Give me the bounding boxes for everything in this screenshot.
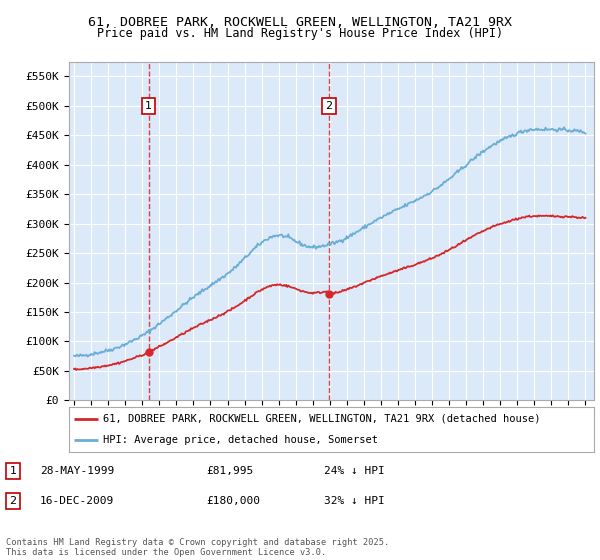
Text: Contains HM Land Registry data © Crown copyright and database right 2025.
This d: Contains HM Land Registry data © Crown c… [6, 538, 389, 557]
Text: 2: 2 [10, 496, 17, 506]
Text: 24% ↓ HPI: 24% ↓ HPI [323, 466, 384, 476]
Text: 2: 2 [326, 101, 332, 111]
Text: HPI: Average price, detached house, Somerset: HPI: Average price, detached house, Some… [103, 435, 378, 445]
Text: £81,995: £81,995 [206, 466, 253, 476]
Text: 32% ↓ HPI: 32% ↓ HPI [323, 496, 384, 506]
Text: £180,000: £180,000 [206, 496, 260, 506]
Text: Price paid vs. HM Land Registry's House Price Index (HPI): Price paid vs. HM Land Registry's House … [97, 27, 503, 40]
Text: 16-DEC-2009: 16-DEC-2009 [40, 496, 115, 506]
Text: 1: 1 [10, 466, 17, 476]
Text: 1: 1 [145, 101, 152, 111]
Text: 61, DOBREE PARK, ROCKWELL GREEN, WELLINGTON, TA21 9RX: 61, DOBREE PARK, ROCKWELL GREEN, WELLING… [88, 16, 512, 29]
Text: 61, DOBREE PARK, ROCKWELL GREEN, WELLINGTON, TA21 9RX (detached house): 61, DOBREE PARK, ROCKWELL GREEN, WELLING… [103, 414, 541, 424]
Text: 28-MAY-1999: 28-MAY-1999 [40, 466, 115, 476]
